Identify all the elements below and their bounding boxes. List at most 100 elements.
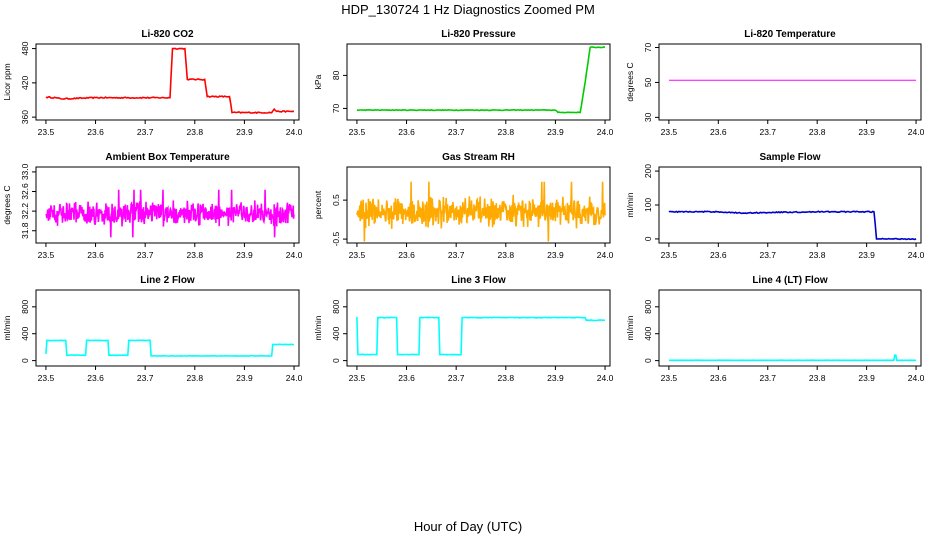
ylabel-line-4-lt-flow: ml/min — [625, 315, 635, 340]
series-line-ambient-box-temperature — [45, 189, 295, 238]
panel-title-li-820-co2: Li-820 CO2 — [141, 29, 194, 40]
y-tick-label: 400 — [643, 326, 653, 340]
x-tick-label: 23.9 — [547, 373, 564, 383]
x-tick-label: 23.6 — [87, 373, 104, 383]
panel-title-li-820-temperature: Li-820 Temperature — [744, 29, 836, 40]
x-tick-label: 24.0 — [286, 250, 303, 260]
ylabel-line-3-flow: ml/min — [313, 315, 323, 340]
ylabel-line-2-flow: ml/min — [2, 315, 12, 340]
y-tick-label: 200 — [643, 164, 653, 178]
panel-line-2-flow: Line 2 Flow ml/min 23.5 23.6 23.7 23.8 23.9 24.… — [2, 275, 303, 383]
x-tick-label: 23.9 — [858, 127, 875, 137]
x-tick-label: 23.6 — [398, 373, 415, 383]
y-tick-label: 80 — [331, 70, 341, 80]
y-tick-label: 0 — [643, 236, 653, 241]
x-tick-label: 23.9 — [858, 373, 875, 383]
x-tick-label: 23.6 — [710, 127, 727, 137]
panel-title-line-4-lt-flow: Line 4 (LT) Flow — [752, 275, 828, 286]
x-tick-label: 23.8 — [809, 250, 826, 260]
panel-sample-flow: Sample Flow ml/min 23.5 23.6 23.7 23.8 23.9 24.… — [625, 152, 925, 260]
x-tick-label: 23.5 — [38, 250, 55, 260]
x-tick-label: 23.7 — [137, 127, 154, 137]
y-tick-label: 70 — [331, 103, 341, 113]
y-tick-label: 100 — [643, 198, 653, 212]
x-tick-label: 23.8 — [498, 250, 515, 260]
x-tick-label: 24.0 — [597, 250, 614, 260]
plot-frame-gas-stream-rh — [346, 166, 611, 244]
x-tick-label: 23.5 — [349, 127, 366, 137]
y-tick-label: 30 — [643, 112, 653, 122]
x-tick-label: 23.7 — [448, 127, 465, 137]
y-tick-label: 420 — [20, 75, 30, 89]
plot-frame-li-820-pressure — [346, 43, 611, 121]
panel-li-820-pressure: Li-820 Pressure kPa 23.5 23.6 23.7 23.8 23.9 24… — [313, 29, 614, 137]
x-tick-label: 23.6 — [710, 250, 727, 260]
x-tick-label: 23.7 — [759, 250, 776, 260]
series-line-line-3-flow — [356, 316, 606, 356]
series-line-li-820-co2 — [45, 47, 295, 115]
panel-li-820-co2: Li-820 CO2 Licor ppm 23.5 23.6 23.7 23.8 23.9 2… — [2, 29, 303, 137]
x-tick-label: 23.7 — [448, 250, 465, 260]
x-tick-label: 24.0 — [908, 127, 925, 137]
x-tick-label: 23.9 — [236, 250, 253, 260]
x-tick-label: 23.9 — [236, 373, 253, 383]
y-tick-label: -0.5 — [331, 232, 341, 247]
ylabel-sample-flow: ml/min — [625, 192, 635, 217]
panel-title-ambient-box-temperature: Ambient Box Temperature — [105, 152, 230, 163]
x-tick-label: 23.9 — [858, 250, 875, 260]
x-tick-label: 23.8 — [498, 373, 515, 383]
x-tick-label: 24.0 — [286, 373, 303, 383]
figure-title: HDP_130724 1 Hz Diagnostics Zoomed PM — [341, 2, 595, 17]
x-tick-label: 23.9 — [547, 127, 564, 137]
x-tick-label: 23.5 — [661, 250, 678, 260]
y-tick-label: 800 — [643, 299, 653, 313]
x-tick-label: 24.0 — [597, 127, 614, 137]
x-tick-label: 23.6 — [87, 250, 104, 260]
x-tick-label: 23.5 — [661, 127, 678, 137]
y-tick-label: 800 — [331, 299, 341, 313]
x-tick-label: 23.5 — [349, 250, 366, 260]
panel-title-sample-flow: Sample Flow — [759, 152, 820, 163]
series-line-li-820-pressure — [356, 46, 606, 114]
plot-frame-sample-flow — [658, 166, 922, 244]
x-tick-label: 23.7 — [448, 373, 465, 383]
y-tick-label: 32.6 — [20, 183, 30, 200]
x-tick-label: 23.5 — [349, 373, 366, 383]
x-tick-label: 23.8 — [498, 127, 515, 137]
panel-line-4-lt-flow: Line 4 (LT) Flow ml/min 23.5 23.6 23.7 23.8 23… — [625, 275, 925, 383]
panel-title-line-3-flow: Line 3 Flow — [451, 275, 506, 286]
plot-frame-li-820-co2 — [35, 43, 300, 121]
ylabel-gas-stream-rh: percent — [313, 190, 323, 219]
y-tick-label: 0 — [331, 358, 341, 363]
panel-ambient-box-temperature: Ambient Box Temperature degrees C 23.5 23.6… — [2, 152, 303, 260]
x-tick-label: 23.5 — [661, 373, 678, 383]
plot-frame-line-3-flow — [346, 289, 611, 367]
plot-frame-line-2-flow — [35, 289, 300, 367]
x-tick-label: 23.5 — [38, 373, 55, 383]
x-tick-label: 23.8 — [187, 250, 204, 260]
x-tick-label: 24.0 — [908, 250, 925, 260]
panel-title-line-2-flow: Line 2 Flow — [140, 275, 195, 286]
x-tick-label: 23.7 — [759, 373, 776, 383]
x-tick-label: 23.7 — [137, 250, 154, 260]
y-tick-label: 800 — [20, 299, 30, 313]
series-line-gas-stream-rh — [356, 181, 606, 242]
x-tick-label: 23.8 — [187, 373, 204, 383]
x-tick-label: 23.6 — [710, 373, 727, 383]
panels: Li-820 CO2 Licor ppm 23.5 23.6 23.7 23.8 23.9 2… — [2, 29, 925, 383]
x-tick-label: 23.6 — [398, 250, 415, 260]
panel-li-820-temperature: Li-820 Temperature degrees C 23.5 23.6 23.7 2… — [625, 29, 925, 137]
figure-xlabel: Hour of Day (UTC) — [414, 519, 522, 534]
ylabel-li-820-temperature: degrees C — [625, 62, 635, 101]
x-tick-label: 24.0 — [597, 373, 614, 383]
x-tick-label: 24.0 — [286, 127, 303, 137]
y-tick-label: 480 — [20, 41, 30, 55]
x-tick-label: 23.7 — [137, 373, 154, 383]
panel-gas-stream-rh: Gas Stream RH percent 23.5 23.6 23.7 23.8 23.9… — [313, 152, 614, 260]
plot-frame-line-4-lt-flow — [658, 289, 922, 367]
x-tick-label: 23.8 — [809, 127, 826, 137]
x-tick-label: 23.9 — [547, 250, 564, 260]
y-tick-label: 0.5 — [331, 194, 341, 206]
y-tick-label: 0 — [643, 358, 653, 363]
series-line-sample-flow — [668, 210, 917, 241]
